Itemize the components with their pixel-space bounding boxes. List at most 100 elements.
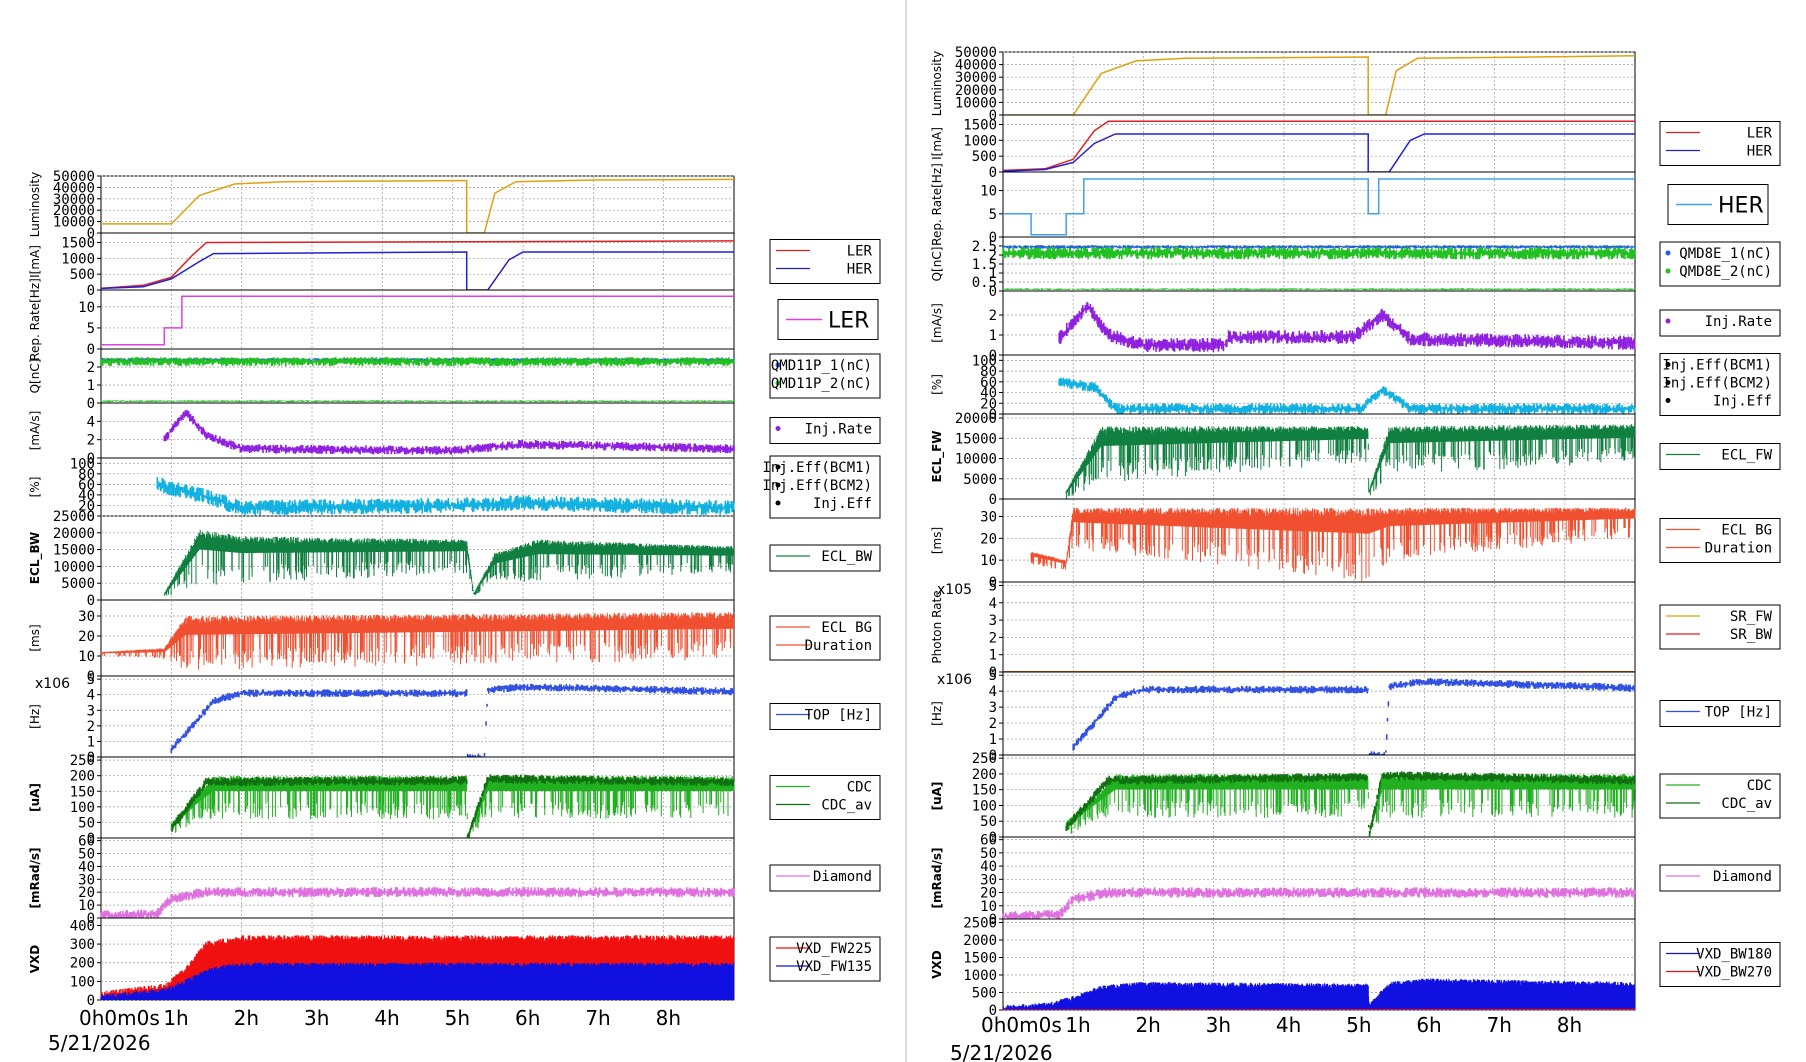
y-tick-label: 2 (989, 308, 997, 324)
legend-label: Inj.Eff(BCM2) (762, 478, 872, 494)
y-tick-label: 100 (972, 353, 997, 369)
series-line (1003, 55, 1636, 116)
legend: CDC CDC_av (769, 775, 881, 820)
y-tick-label: 400 (70, 918, 95, 934)
y-tick-label: 0 (87, 509, 95, 525)
y-tick-label: 0 (87, 593, 95, 609)
panel-3: 2 1 0 Q[nC] QMD11P_1(nC) QMD11P_2(nC) (28, 348, 881, 412)
legend-label: SR_FW (1730, 609, 1773, 625)
panel-4: 2 1 0 [mA/s] Inj.Rate (930, 290, 1781, 364)
legend-label: VXD_FW135 (796, 959, 872, 975)
series-qmd8e-2-nc- (1002, 246, 1636, 260)
legend-label: QMD8E_2(nC) (1679, 264, 1772, 280)
legend-label: HER (1718, 194, 1764, 219)
y-tick-label: 40 (78, 859, 95, 875)
panel-frame (1002, 51, 1636, 116)
y-tick-label: 5000 (963, 472, 997, 488)
legend-box (1659, 864, 1781, 892)
legend-label: CDC_av (821, 798, 872, 814)
y-axis-label: [uA] (28, 783, 42, 812)
legend: QMD8E_1(nC) QMD8E_2(nC) (1659, 241, 1781, 287)
legend-marker (1665, 250, 1671, 256)
series-band (170, 774, 735, 838)
y-tick-label: 100 (972, 798, 997, 814)
y-tick-label: 1 (989, 648, 997, 664)
y-tick-label: 200 (70, 769, 95, 785)
y-tick-label: 25000 (53, 509, 95, 525)
legend-label: Diamond (813, 869, 872, 885)
y-tick-label: 1.5 (972, 257, 997, 273)
y-tick-label: 50 (78, 846, 95, 862)
legend-label: QMD8E_1(nC) (1679, 246, 1772, 262)
y-tick-label: 0 (87, 911, 95, 927)
y-tick-label: 60 (980, 833, 997, 849)
y-tick-label: 30 (980, 509, 997, 525)
x-tick-label: 8h (656, 1006, 681, 1030)
legend-box (1659, 443, 1781, 470)
series-line (1003, 178, 1635, 236)
legend: QMD11P_1(nC) QMD11P_2(nC) (769, 353, 881, 399)
legend-marker (1665, 398, 1671, 403)
series-spiky (170, 775, 735, 838)
legend-marker (1665, 268, 1671, 274)
legend: Inj.Rate (1659, 309, 1781, 337)
y-tick-label: 1000 (963, 133, 997, 149)
legend: TOP [Hz] (769, 703, 881, 730)
series-vxd-bw180 (1002, 1008, 1636, 1010)
series-unnamed-0 (101, 295, 734, 346)
series-inj-rate (163, 410, 735, 455)
y-tick-label: 2 (87, 360, 95, 376)
y-tick-label: 40000 (53, 180, 95, 196)
series-band (1058, 302, 1636, 352)
y-axis-label: [%] (930, 374, 944, 395)
legend: LER HER (1659, 121, 1781, 166)
legend-marker (775, 464, 781, 470)
y-tick-label: 4 (87, 414, 95, 430)
legend-marker (775, 500, 781, 506)
y-axis-label: [mRad/s] (930, 848, 944, 909)
y-axis-label: [%] (28, 477, 42, 498)
y-axis-label: [mA/s] (930, 303, 944, 343)
legend-label: HER (847, 262, 873, 278)
x-origin-label: 0h0m0s (981, 1013, 1062, 1037)
legend-label: VXD_BW180 (1696, 947, 1772, 963)
y-tick-label: 10000 (53, 559, 95, 575)
series-unnamed-0 (1003, 178, 1635, 236)
series-band (1002, 887, 1636, 919)
panel-7: 30 20 10 0 [ms] ECL BG Duration (28, 599, 881, 685)
panel-11: 400 300 200 100 0 VXD VXD_FW225 VXD_FW135 (28, 917, 881, 1009)
legend: ECL_BW (769, 544, 881, 572)
series-qmd11p-2-nc- (100, 357, 735, 367)
y-tick-label: 1 (87, 734, 95, 750)
x-tick-label: 3h (304, 1006, 329, 1030)
panel-frame (100, 175, 735, 234)
y-axis-label: [mA/s] (28, 411, 42, 451)
y-tick-label: 2 (989, 630, 997, 646)
pane-divider (905, 0, 907, 1062)
legend-label: ECL_FW (1721, 448, 1772, 464)
y-tick-label: 200 (972, 767, 997, 783)
y-axis-label: Luminosity (930, 51, 944, 116)
y-axis-label: Rep. Rate[Hz] (930, 163, 944, 246)
panel-frame (100, 515, 735, 601)
series-band (156, 477, 735, 516)
y-tick-label: 1 (989, 328, 997, 344)
legend-marker (775, 426, 781, 431)
y-tick-label: 0 (989, 748, 997, 764)
y-tick-label: 40 (980, 859, 997, 875)
x-tick-label: 4h (374, 1006, 399, 1030)
x-tick-label: 6h (515, 1006, 540, 1030)
y-tick-label: 10 (980, 553, 997, 569)
y-tick-label: 40 (980, 386, 997, 402)
legend-label: ECL_BW (821, 549, 872, 565)
panel-frame (100, 837, 735, 919)
legend-box (1659, 309, 1781, 337)
y-tick-label: 20 (980, 531, 997, 547)
legend-box (1659, 353, 1781, 416)
y-tick-label: 2000 (963, 933, 997, 949)
y-tick-label: 500 (972, 986, 997, 1002)
